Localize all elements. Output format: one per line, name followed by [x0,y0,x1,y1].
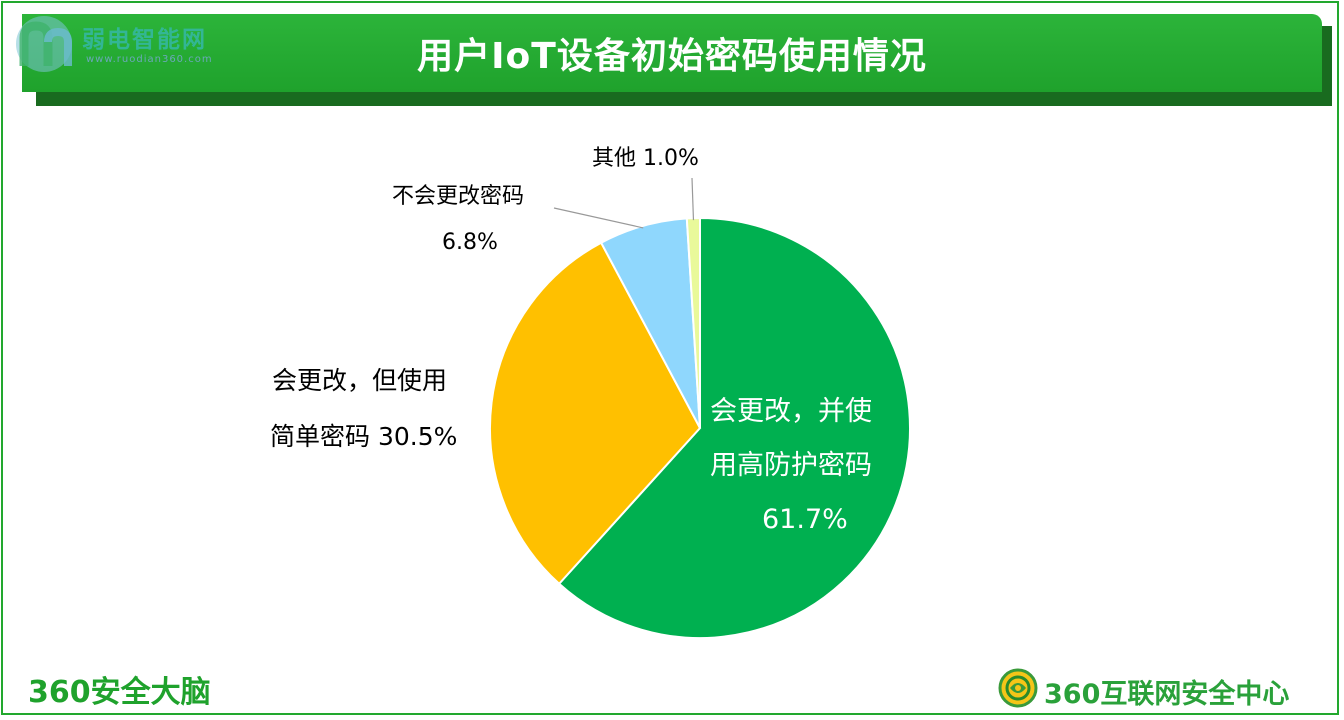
slice-label-unchanged-line1: 不会更改密码 [392,184,525,209]
slice-label-simple-password-line1: 会更改，但使用 [272,366,448,395]
watermark-url: www.ruodian360.com [86,54,213,65]
title-bar: 用户IoT设备初始密码使用情况 [22,14,1322,92]
slice-label-high-security: 会更改，并使 [710,398,872,425]
slice-label-high-security-line1: 会更改，并使 [710,396,872,427]
slice-label-simple-password-line2: 简单密码 30.5% [270,422,458,451]
watermark-name: 弱电智能网 [82,27,207,53]
leader-line-unchanged [553,207,644,229]
slice-label-high-security-line2: 用高防护密码 [710,450,872,481]
pie-slice-high-security [557,216,911,639]
slice-label-other: 其他 1.0% [592,148,699,170]
slice-label-other-line1: 其他 1.0% [592,146,699,171]
slice-label-unchanged-2: 6.8% [442,232,498,254]
slice-label-high-security-3: 61.7% [762,506,848,533]
slice-label-high-security-value: 61.7% [762,504,848,535]
watermark-logo: 弱电智能网 www.ruodian360.com [10,8,240,78]
watermark-logo-icon [16,16,72,72]
slice-label-high-security-2: 用高防护密码 [710,452,872,479]
page-title: 用户IoT设备初始密码使用情况 [417,36,927,77]
footer-brand-left: 360安全大脑 [28,675,211,710]
slice-label-simple-password-2: 简单密码 30.5% [270,424,457,449]
slice-label-simple-password: 会更改，但使用 [272,368,447,393]
pie-slice-simple-password [489,241,702,586]
footer-brand-right-text: 360互联网安全中心 [1044,679,1290,710]
slice-label-unchanged-value: 6.8% [442,230,498,255]
slice-label-unchanged: 不会更改密码 [392,186,524,208]
footer-brand-right: 360互联网安全中心 [998,668,1328,710]
leader-line-other [691,177,695,221]
360-safeguard-logo-icon [998,668,1038,708]
